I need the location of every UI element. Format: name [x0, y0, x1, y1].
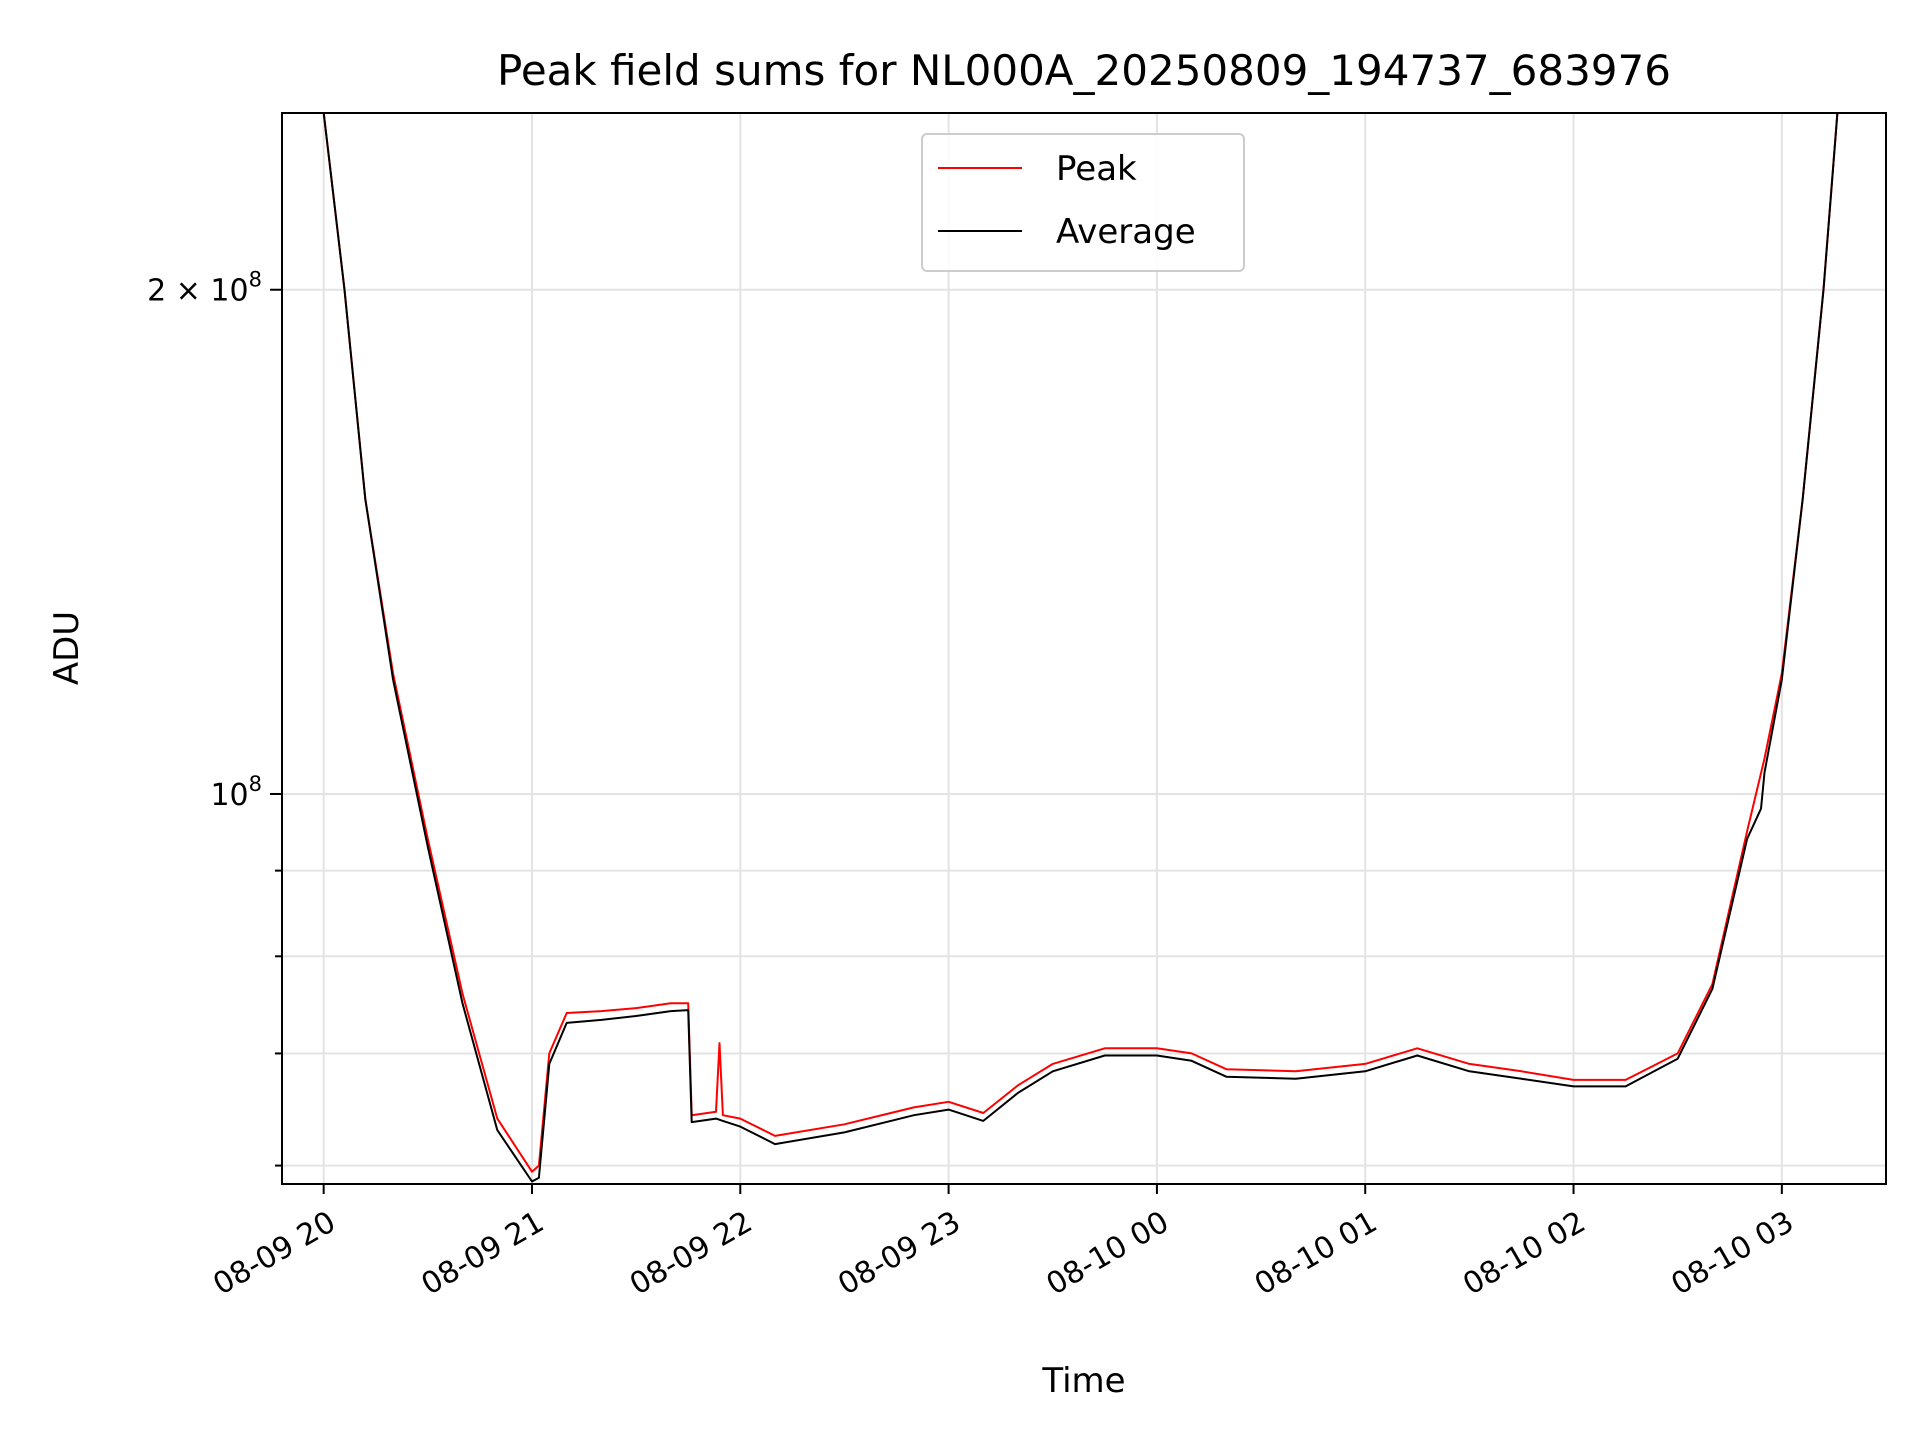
- x-tick-label: 08-09 22: [624, 1205, 758, 1303]
- legend-label-peak: Peak: [1056, 149, 1137, 189]
- y-tick-label: 2 × 108: [147, 268, 262, 309]
- y-tick-label: 108: [210, 772, 262, 813]
- y-tick-base: 2 × 10: [147, 274, 248, 309]
- x-axis-label: Time: [1041, 1361, 1125, 1401]
- y-tick-exponent: 8: [249, 268, 262, 292]
- y-axis-label: ADU: [47, 611, 87, 685]
- x-tick-label: 08-09 20: [207, 1205, 341, 1303]
- series-layer: [322, 113, 1839, 1183]
- series-line-peak: [322, 113, 1839, 1173]
- chart-title: Peak field sums for NL000A_20250809_1947…: [497, 46, 1671, 95]
- x-tick-label: 08-10 00: [1041, 1205, 1175, 1303]
- x-tick-label: 08-09 23: [832, 1205, 966, 1303]
- legend: Peak Average: [921, 133, 1245, 272]
- series-line-average: [322, 113, 1839, 1183]
- x-axis: 08-09 20 08-09 21 08-09 22 08-09 23 08-10 00…: [207, 1184, 1800, 1302]
- legend-label-average: Average: [1056, 212, 1196, 252]
- x-tick-label: 08-10 03: [1666, 1205, 1800, 1303]
- y-tick-exponent: 8: [249, 772, 262, 796]
- y-tick-base: 10: [210, 778, 248, 813]
- plot-frame: [281, 112, 1887, 1185]
- x-tick-label: 08-10 02: [1457, 1205, 1591, 1303]
- grid: [282, 113, 1886, 1184]
- x-tick-label: 08-10 01: [1249, 1205, 1383, 1303]
- x-tick-label: 08-09 21: [416, 1205, 550, 1303]
